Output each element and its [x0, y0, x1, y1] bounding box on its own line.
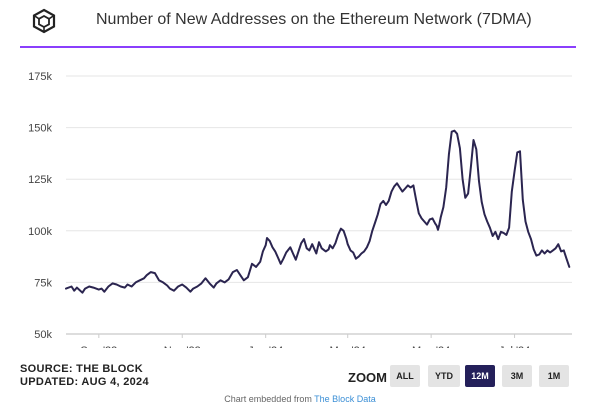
zoom-all-button[interactable]: ALL	[390, 365, 420, 387]
title-divider	[20, 46, 576, 48]
y-tick-label: 175k	[28, 71, 52, 83]
zoom-label: ZOOM	[348, 370, 387, 385]
x-tick-label: Mar '24	[330, 345, 366, 348]
updated-text: UPDATED: AUG 4, 2024	[20, 376, 149, 388]
the-block-logo-icon	[32, 8, 56, 34]
y-tick-label: 100k	[28, 226, 52, 238]
chart-title: Number of New Addresses on the Ethereum …	[96, 11, 532, 28]
line-chart: 50k 75k 100k 125k 150k 175k Sep '23 Nov '23 Jan …	[28, 71, 572, 348]
zoom-12m-button[interactable]: 12M	[465, 365, 495, 387]
y-tick-label: 125k	[28, 174, 52, 186]
embed-note: Chart embedded from The Block Data	[0, 394, 600, 404]
x-tick-label: Jan '24	[248, 345, 283, 348]
y-tick-label: 75k	[34, 277, 52, 289]
x-tick-label: Nov '23	[164, 345, 201, 348]
embed-prefix: Chart embedded from	[224, 394, 312, 404]
chart-footer-info: SOURCE: THE BLOCK UPDATED: AUG 4, 2024	[20, 363, 149, 389]
zoom-3m-button[interactable]: 3M	[502, 365, 532, 387]
zoom-1m-button[interactable]: 1M	[539, 365, 569, 387]
x-tick-label: May '24	[412, 345, 450, 348]
x-tick-label: Sep '23	[80, 345, 117, 348]
source-text: SOURCE: THE BLOCK	[20, 363, 144, 375]
the-block-data-link[interactable]: The Block Data	[314, 394, 376, 404]
zoom-ytd-button[interactable]: YTD	[428, 365, 460, 387]
y-tick-label: 50k	[34, 329, 52, 341]
x-tick-label: Jul '24	[499, 345, 530, 348]
series-line-new-addresses	[65, 129, 571, 294]
y-tick-label: 150k	[28, 123, 52, 135]
